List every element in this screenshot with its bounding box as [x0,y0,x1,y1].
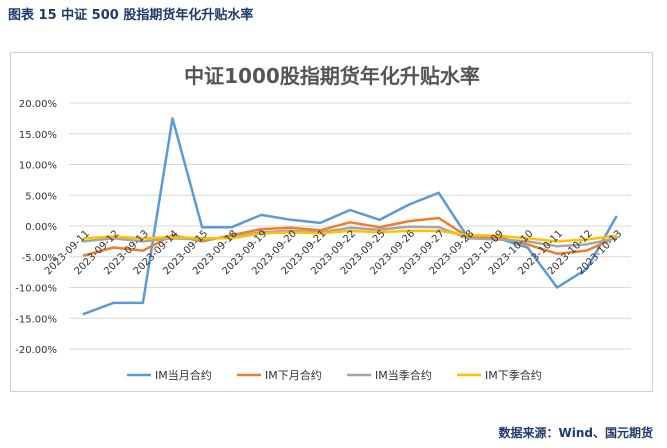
source-note: 数据来源：Wind、国元期货 [498,426,653,440]
series-lines [82,117,618,316]
legend-item: IM下季合约 [457,368,542,382]
legend-label: IM下月合约 [265,368,322,382]
y-tick-label: -20.00% [15,345,57,356]
legend-label: IM下季合约 [485,368,542,382]
series-line-2 [82,216,618,257]
legend-label: IM当季合约 [375,368,432,382]
y-axis-ticks: 20.00% 15.00% 10.00% 5.00% 0.00% -5.00% -10.00… [15,99,57,356]
gridlines [69,102,631,350]
legend-item: IM当月合约 [127,368,212,382]
chart-title: 中证1000股指期货年化升贴水率 [184,64,480,88]
y-tick-label: -5.00% [22,253,57,264]
y-tick-label: 5.00% [25,191,57,202]
legend-label: IM当月合约 [155,368,212,382]
series-line-1 [82,117,618,316]
x-axis-ticks: 2023-09-112023-09-122023-09-132023-09-14… [43,228,624,277]
legend-item: IM下月合约 [237,368,322,382]
y-tick-label: 10.00% [19,161,57,172]
y-tick-label: -15.00% [15,314,57,325]
y-tick-label: 20.00% [19,99,57,110]
figure-caption: 图表 15 中证 500 股指期货年化升贴水率 [8,8,254,23]
y-tick-label: 15.00% [19,130,57,141]
legend: IM当月合约 IM下月合约 IM当季合约 IM下季合约 [127,368,542,382]
legend-item: IM当季合约 [347,368,432,382]
chart-frame: 中证1000股指期货年化升贴水率 20.00% 15.00% 10.00% 5.00%… [10,52,653,392]
series-line-4 [82,229,618,243]
line-chart: 中证1000股指期货年化升贴水率 20.00% 15.00% 10.00% 5.00%… [15,64,631,382]
y-tick-label: 0.00% [25,222,57,233]
y-tick-label: -10.00% [15,284,57,295]
